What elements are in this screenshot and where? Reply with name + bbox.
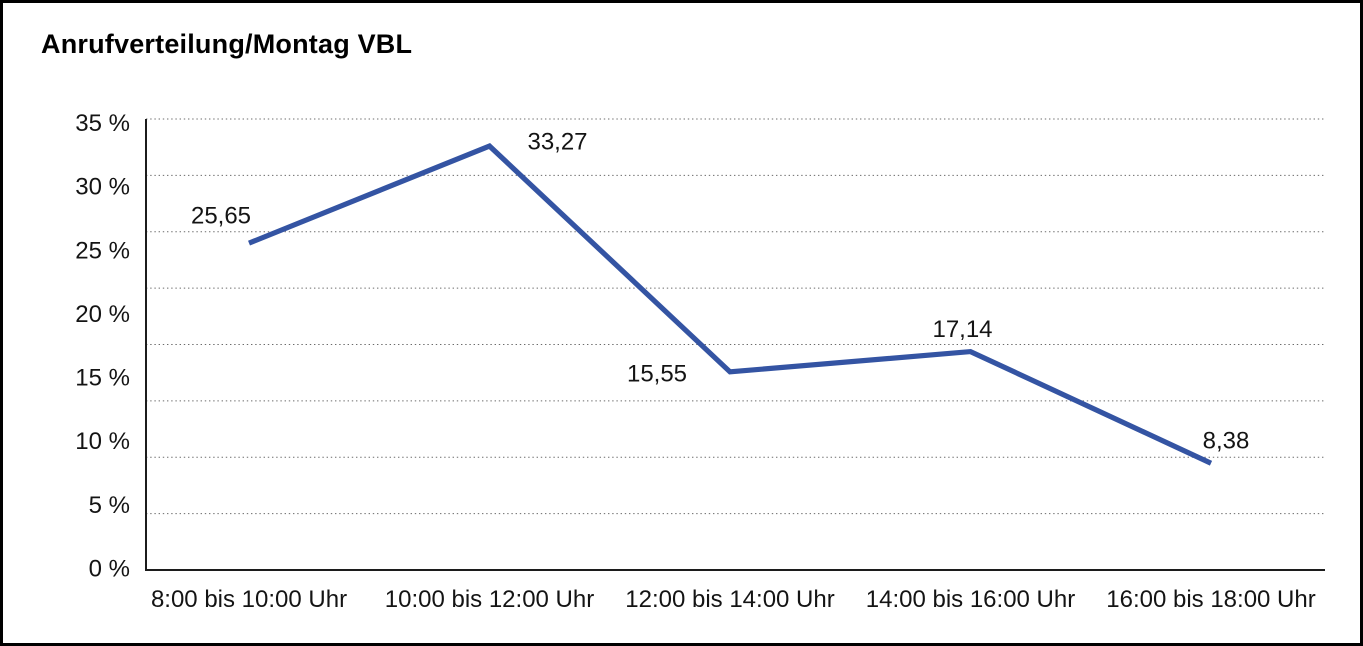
x-axis-tick-label: 12:00 bis 14:00 Uhr [625, 586, 834, 613]
y-axis-tick-label: 30 % [75, 174, 130, 201]
x-axis-tick-label: 16:00 bis 18:00 Uhr [1106, 586, 1315, 613]
data-point-value-label: 8,38 [1203, 428, 1250, 455]
line-chart: 35 % 30 % 25 % 20 % 15 % 10 % 5 % 0 % 8:00 bis 1… [75, 110, 1325, 613]
y-axis-tick-label: 10 % [75, 428, 130, 455]
x-axis-tick-label: 14:00 bis 16:00 Uhr [866, 586, 1075, 613]
y-axis-tick-label: 5 % [89, 492, 130, 519]
y-axis-tick-label: 0 % [89, 556, 130, 583]
y-axis-tick-label: 15 % [75, 365, 130, 392]
y-axis-tick-label: 35 % [75, 110, 130, 137]
x-axis-tick-label: 8:00 bis 10:00 Uhr [151, 586, 347, 613]
data-point-value-label: 33,27 [527, 129, 587, 156]
chart-title: Anrufverteilung/Montag VBL [41, 29, 413, 59]
y-axis-tick-label: 25 % [75, 237, 130, 264]
data-series-line [248, 143, 1213, 466]
data-point-value-label: 25,65 [191, 203, 251, 230]
data-point-value-label: 15,55 [627, 360, 687, 387]
data-point-value-label: 17,14 [932, 316, 992, 343]
x-axis-tick-label: 10:00 bis 12:00 Uhr [385, 586, 594, 613]
y-axis-tick-label: 20 % [75, 301, 130, 328]
